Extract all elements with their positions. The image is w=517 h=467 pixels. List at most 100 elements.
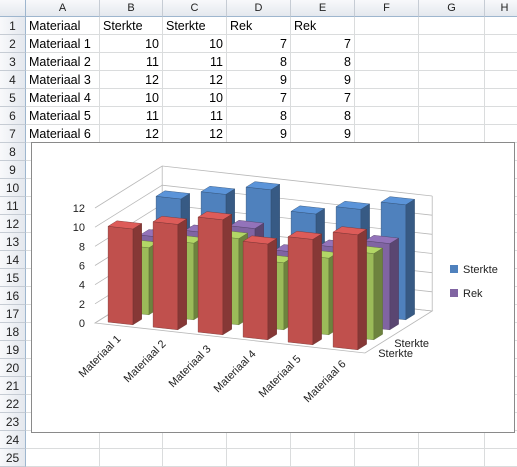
cell-b2[interactable]: 10: [100, 35, 163, 53]
row-header-19[interactable]: 19: [0, 341, 26, 359]
column-header-f[interactable]: F: [355, 0, 419, 17]
cell-d7[interactable]: 9: [227, 125, 291, 143]
cell-d3[interactable]: 8: [227, 53, 291, 71]
cell-h6[interactable]: [485, 107, 517, 125]
column-header-a[interactable]: A: [26, 0, 100, 17]
cell-c1[interactable]: Sterkte: [163, 17, 227, 35]
cell-d1[interactable]: Rek: [227, 17, 291, 35]
cell-c3[interactable]: 11: [163, 53, 227, 71]
cell-f4[interactable]: [355, 71, 419, 89]
cell-b4[interactable]: 12: [100, 71, 163, 89]
row-header-12[interactable]: 12: [0, 215, 26, 233]
row-header-13[interactable]: 13: [0, 233, 26, 251]
cell-c25[interactable]: [163, 449, 227, 467]
row-header-11[interactable]: 11: [0, 197, 26, 215]
cell-b7[interactable]: 12: [100, 125, 163, 143]
cell-c7[interactable]: 12: [163, 125, 227, 143]
cell-h2[interactable]: [485, 35, 517, 53]
cell-b1[interactable]: Sterkte: [100, 17, 163, 35]
cell-b5[interactable]: 10: [100, 89, 163, 107]
cell-h3[interactable]: [485, 53, 517, 71]
cell-e3[interactable]: 8: [291, 53, 355, 71]
cell-h1[interactable]: [485, 17, 517, 35]
row-header-3[interactable]: 3: [0, 53, 26, 71]
cell-b24[interactable]: [100, 431, 163, 449]
cell-c6[interactable]: 11: [163, 107, 227, 125]
cell-a6[interactable]: Materiaal 5: [26, 107, 100, 125]
row-header-22[interactable]: 22: [0, 395, 26, 413]
cell-h7[interactable]: [485, 125, 517, 143]
row-header-4[interactable]: 4: [0, 71, 26, 89]
cell-f1[interactable]: [355, 17, 419, 35]
column-header-d[interactable]: D: [227, 0, 291, 17]
select-all-corner[interactable]: [0, 0, 26, 17]
row-header-14[interactable]: 14: [0, 251, 26, 269]
row-header-8[interactable]: 8: [0, 143, 26, 161]
row-header-5[interactable]: 5: [0, 89, 26, 107]
cell-e6[interactable]: 8: [291, 107, 355, 125]
cell-d4[interactable]: 9: [227, 71, 291, 89]
cell-g5[interactable]: [419, 89, 485, 107]
cell-f2[interactable]: [355, 35, 419, 53]
cell-d24[interactable]: [227, 431, 291, 449]
cell-c24[interactable]: [163, 431, 227, 449]
cell-e7[interactable]: 9: [291, 125, 355, 143]
row-header-9[interactable]: 9: [0, 161, 26, 179]
cell-e24[interactable]: [291, 431, 355, 449]
cell-e2[interactable]: 7: [291, 35, 355, 53]
cell-f25[interactable]: [355, 449, 419, 467]
cell-h4[interactable]: [485, 71, 517, 89]
cell-e4[interactable]: 9: [291, 71, 355, 89]
cell-h24[interactable]: [485, 431, 517, 449]
cell-a5[interactable]: Materiaal 4: [26, 89, 100, 107]
row-header-1[interactable]: 1: [0, 17, 26, 35]
cell-c5[interactable]: 10: [163, 89, 227, 107]
cell-f6[interactable]: [355, 107, 419, 125]
cell-g1[interactable]: [419, 17, 485, 35]
cell-a4[interactable]: Materiaal 3: [26, 71, 100, 89]
cell-d6[interactable]: 8: [227, 107, 291, 125]
column-header-g[interactable]: G: [419, 0, 485, 17]
row-header-23[interactable]: 23: [0, 413, 26, 431]
cell-g24[interactable]: [419, 431, 485, 449]
row-header-2[interactable]: 2: [0, 35, 26, 53]
row-header-6[interactable]: 6: [0, 107, 26, 125]
cell-g2[interactable]: [419, 35, 485, 53]
row-header-16[interactable]: 16: [0, 287, 26, 305]
cell-f3[interactable]: [355, 53, 419, 71]
cell-a2[interactable]: Materiaal 1: [26, 35, 100, 53]
cell-b3[interactable]: 11: [100, 53, 163, 71]
cell-d5[interactable]: 7: [227, 89, 291, 107]
cell-h5[interactable]: [485, 89, 517, 107]
row-header-25[interactable]: 25: [0, 449, 26, 467]
cell-c2[interactable]: 10: [163, 35, 227, 53]
row-header-21[interactable]: 21: [0, 377, 26, 395]
cell-a7[interactable]: Materiaal 6: [26, 125, 100, 143]
cell-b25[interactable]: [100, 449, 163, 467]
row-header-18[interactable]: 18: [0, 323, 26, 341]
cell-d25[interactable]: [227, 449, 291, 467]
cell-g3[interactable]: [419, 53, 485, 71]
cell-b6[interactable]: 11: [100, 107, 163, 125]
row-header-10[interactable]: 10: [0, 179, 26, 197]
cell-f5[interactable]: [355, 89, 419, 107]
cell-g4[interactable]: [419, 71, 485, 89]
cell-a1[interactable]: Materiaal: [26, 17, 100, 35]
row-header-20[interactable]: 20: [0, 359, 26, 377]
cell-c4[interactable]: 12: [163, 71, 227, 89]
row-header-24[interactable]: 24: [0, 431, 26, 449]
cell-a3[interactable]: Materiaal 2: [26, 53, 100, 71]
row-header-15[interactable]: 15: [0, 269, 26, 287]
column-header-c[interactable]: C: [163, 0, 227, 17]
column-header-h[interactable]: H: [485, 0, 517, 17]
cell-h25[interactable]: [485, 449, 517, 467]
cell-f24[interactable]: [355, 431, 419, 449]
row-header-17[interactable]: 17: [0, 305, 26, 323]
column-header-b[interactable]: B: [100, 0, 163, 17]
cell-e25[interactable]: [291, 449, 355, 467]
cell-d2[interactable]: 7: [227, 35, 291, 53]
cell-f7[interactable]: [355, 125, 419, 143]
cell-e5[interactable]: 7: [291, 89, 355, 107]
cell-e1[interactable]: Rek: [291, 17, 355, 35]
cell-g6[interactable]: [419, 107, 485, 125]
